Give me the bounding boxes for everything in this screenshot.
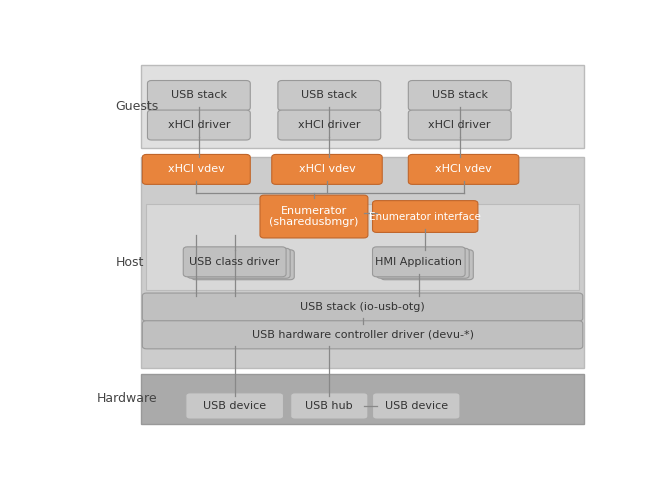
Bar: [141, 157, 583, 368]
Text: USB stack: USB stack: [302, 91, 357, 100]
Text: xHCI driver: xHCI driver: [428, 120, 491, 130]
FancyBboxPatch shape: [183, 247, 286, 277]
Text: HMI Application: HMI Application: [376, 257, 462, 267]
FancyBboxPatch shape: [278, 81, 381, 110]
Bar: [141, 373, 583, 423]
Text: xHCI vdev: xHCI vdev: [298, 165, 355, 174]
Text: Enumerator interface: Enumerator interface: [369, 212, 481, 222]
Text: USB hub: USB hub: [306, 401, 353, 411]
Text: USB device: USB device: [203, 401, 266, 411]
Text: USB stack: USB stack: [171, 91, 227, 100]
FancyBboxPatch shape: [191, 250, 294, 280]
FancyBboxPatch shape: [409, 110, 511, 140]
Text: xHCI vdev: xHCI vdev: [168, 165, 224, 174]
Text: USB stack: USB stack: [432, 91, 488, 100]
Text: Hardware: Hardware: [97, 392, 158, 405]
FancyBboxPatch shape: [290, 393, 368, 419]
Text: xHCI driver: xHCI driver: [298, 120, 360, 130]
Text: USB stack (io-usb-otg): USB stack (io-usb-otg): [300, 302, 425, 312]
FancyBboxPatch shape: [372, 201, 478, 232]
FancyBboxPatch shape: [409, 155, 519, 184]
Text: USB hardware controller driver (devu-*): USB hardware controller driver (devu-*): [251, 330, 473, 340]
FancyBboxPatch shape: [187, 248, 290, 278]
FancyBboxPatch shape: [377, 248, 469, 278]
Text: USB device: USB device: [385, 401, 448, 411]
Text: Host: Host: [115, 256, 144, 269]
FancyBboxPatch shape: [143, 155, 250, 184]
FancyBboxPatch shape: [409, 81, 511, 110]
FancyBboxPatch shape: [381, 250, 473, 280]
FancyBboxPatch shape: [372, 247, 465, 277]
FancyBboxPatch shape: [278, 110, 381, 140]
Text: xHCI driver: xHCI driver: [168, 120, 230, 130]
FancyBboxPatch shape: [372, 393, 460, 419]
FancyBboxPatch shape: [143, 293, 583, 321]
FancyBboxPatch shape: [260, 195, 368, 238]
Bar: [147, 204, 579, 290]
FancyBboxPatch shape: [143, 321, 583, 349]
Text: Enumerator
(sharedusbmgr): Enumerator (sharedusbmgr): [269, 206, 358, 228]
FancyBboxPatch shape: [147, 110, 250, 140]
FancyBboxPatch shape: [186, 393, 284, 419]
FancyBboxPatch shape: [147, 81, 250, 110]
Bar: [141, 65, 583, 148]
Text: xHCI vdev: xHCI vdev: [435, 165, 492, 174]
FancyBboxPatch shape: [272, 155, 382, 184]
Text: USB class driver: USB class driver: [189, 257, 280, 267]
Text: Guests: Guests: [115, 100, 159, 113]
